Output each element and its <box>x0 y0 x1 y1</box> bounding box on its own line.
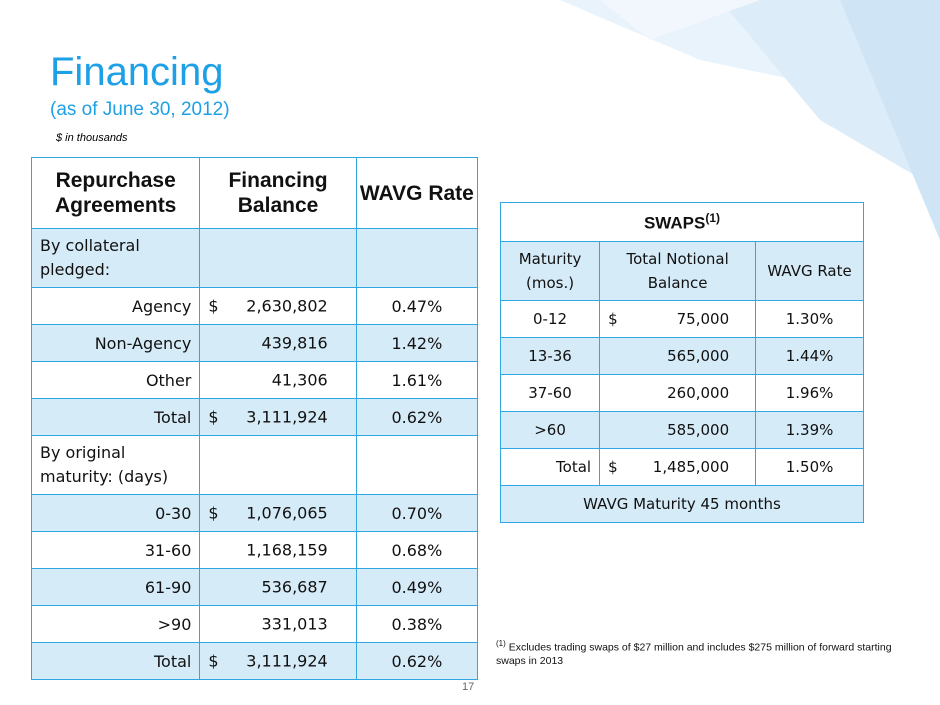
page-subtitle: (as of June 30, 2012) <box>50 99 230 120</box>
column-header: Repurchase Agreements <box>30 157 201 229</box>
row-label: 0-12 <box>499 300 601 338</box>
row-label: Agency <box>30 287 201 325</box>
rate-cell: 0.47% <box>355 287 479 325</box>
table-row: 13-36 565,000 1.44% <box>499 337 864 375</box>
rate-cell: 0.49% <box>355 568 479 606</box>
page-title: Financing <box>50 50 224 94</box>
table-header-row: Repurchase Agreements Financing Balance … <box>30 157 479 229</box>
table-row: 0-12 $75,000 1.30% <box>499 300 864 338</box>
table-row: 0-30 $1,076,065 0.70% <box>30 494 479 532</box>
amount-cell: 2,630,802 <box>246 296 328 316</box>
amount-cell: 1,168,159 <box>246 540 328 560</box>
swaps-title-row: SWAPS(1) <box>500 202 864 242</box>
table-row: >90 331,013 0.38% <box>30 605 479 643</box>
table-row: 31-60 1,168,159 0.68% <box>30 531 479 569</box>
swaps-title: SWAPS(1) <box>500 202 864 242</box>
column-header: Total Notional Balance <box>599 241 757 301</box>
row-label: >90 <box>30 605 201 643</box>
rate-cell: 0.62% <box>355 398 479 436</box>
page-number: 17 <box>462 681 475 693</box>
row-label: 0-30 <box>30 494 201 532</box>
wavg-maturity-note: WAVG Maturity 45 months <box>500 485 864 523</box>
dollar-sign: $ <box>208 503 219 523</box>
column-header: Maturity (mos.) <box>499 241 601 301</box>
rate-cell: 1.50% <box>755 448 864 486</box>
footnote: (1) Excludes trading swaps of $27 millio… <box>496 637 896 668</box>
amount-cell: 75,000 <box>676 310 730 328</box>
row-label: 61-90 <box>30 568 201 606</box>
rate-cell: 1.96% <box>755 374 864 412</box>
row-label: Other <box>30 361 201 399</box>
section-label: By collateral pledged: <box>30 228 201 288</box>
rate-cell: 1.39% <box>755 411 864 449</box>
amount-cell: 1,076,065 <box>246 503 328 523</box>
rate-cell: 0.68% <box>355 531 479 569</box>
row-label: 31-60 <box>30 531 201 569</box>
column-header: WAVG Rate <box>755 241 864 301</box>
table-row: >60 585,000 1.39% <box>499 411 864 449</box>
column-header: Financing Balance <box>199 157 357 229</box>
table-row: Non-Agency 439,816 1.42% <box>30 324 479 362</box>
table-row: Total $3,111,924 0.62% <box>30 398 479 436</box>
amount-cell: 260,000 <box>667 384 730 402</box>
table-header-row: Maturity (mos.) Total Notional Balance W… <box>499 241 864 301</box>
rate-cell: 0.70% <box>355 494 479 532</box>
row-label: Total <box>499 448 601 486</box>
column-header: WAVG Rate <box>355 157 479 229</box>
table-row: Total $3,111,924 0.62% <box>30 642 479 680</box>
rate-cell: 0.38% <box>355 605 479 643</box>
table-row: Agency $2,630,802 0.47% <box>30 287 479 325</box>
table-row: 37-60 260,000 1.96% <box>499 374 864 412</box>
amount-cell: 536,687 <box>261 577 328 597</box>
amount-cell: 41,306 <box>271 370 328 390</box>
table-row: Other 41,306 1.61% <box>30 361 479 399</box>
rate-cell: 1.44% <box>755 337 864 375</box>
units-note: $ in thousands <box>56 132 128 144</box>
section-label: By original maturity: (days) <box>30 435 201 495</box>
section-header-row: By original maturity: (days) <box>30 435 479 495</box>
row-label: Non-Agency <box>30 324 201 362</box>
row-label: Total <box>30 642 201 680</box>
dollar-sign: $ <box>608 310 618 328</box>
swaps-title-text: SWAPS <box>643 213 706 233</box>
row-label: 37-60 <box>499 374 601 412</box>
amount-cell: 565,000 <box>667 347 730 365</box>
amount-cell: 1,485,000 <box>652 458 730 476</box>
repurchase-agreements-table: Repurchase Agreements Financing Balance … <box>30 157 479 680</box>
row-label: >60 <box>499 411 601 449</box>
row-label: Total <box>30 398 201 436</box>
footnote-text: Excludes trading swaps of $27 million an… <box>496 641 892 667</box>
dollar-sign: $ <box>208 407 219 427</box>
swaps-table: SWAPS(1) Maturity (mos.) Total Notional … <box>499 202 864 523</box>
rate-cell: 1.42% <box>355 324 479 362</box>
section-header-row: By collateral pledged: <box>30 228 479 288</box>
footnote-marker: (1) <box>496 639 506 648</box>
amount-cell: 3,111,924 <box>246 407 328 427</box>
table-row: 61-90 536,687 0.49% <box>30 568 479 606</box>
table-row: Total $1,485,000 1.50% <box>499 448 864 486</box>
dollar-sign: $ <box>608 458 618 476</box>
rate-cell: 0.62% <box>355 642 479 680</box>
table-footer-row: WAVG Maturity 45 months <box>500 485 864 523</box>
amount-cell: 331,013 <box>261 614 328 634</box>
dollar-sign: $ <box>208 651 219 671</box>
footnote-marker: (1) <box>705 210 721 225</box>
amount-cell: 439,816 <box>261 333 328 353</box>
amount-cell: 3,111,924 <box>246 651 328 671</box>
rate-cell: 1.61% <box>355 361 479 399</box>
rate-cell: 1.30% <box>755 300 864 338</box>
dollar-sign: $ <box>208 296 219 316</box>
row-label: 13-36 <box>499 337 601 375</box>
amount-cell: 585,000 <box>667 421 730 439</box>
